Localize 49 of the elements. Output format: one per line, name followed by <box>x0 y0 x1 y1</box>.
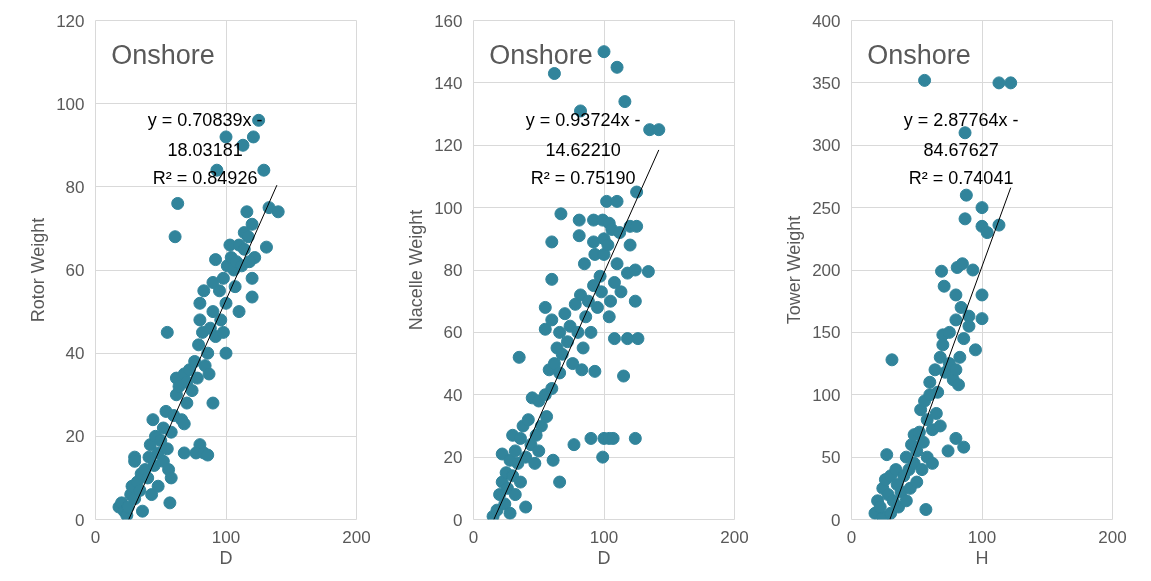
y-axis-title: Nacelle Weight <box>406 209 427 331</box>
annotation: y = 0.93724x - 14.62210 <box>525 110 641 160</box>
x-tick-label: 200 <box>342 527 371 547</box>
y-tick-label: 0 <box>453 510 463 530</box>
text: Onshore <box>111 40 215 71</box>
x-axis-title: D <box>219 547 233 568</box>
y-tick-label: 150 <box>812 323 841 343</box>
y-tick-label: 100 <box>812 385 841 405</box>
x-tick-label: 200 <box>720 527 749 547</box>
x-tick-label: 100 <box>589 527 619 547</box>
x-axis-title: H <box>975 547 989 568</box>
y-tick-label: 80 <box>65 177 85 197</box>
y-tick-label: 40 <box>443 385 463 405</box>
x-tick-label: 100 <box>211 527 241 547</box>
x-tick-label: 0 <box>468 527 479 547</box>
y-tick-label: 140 <box>434 73 463 93</box>
x-axis-title: D <box>597 547 611 568</box>
y-tick-label: 80 <box>443 261 463 280</box>
y-tick-label: 250 <box>812 198 841 218</box>
annotation: R² = 0.74041 <box>908 168 1014 189</box>
annotation: y = 2.87764x - 84.67627 <box>903 110 1019 160</box>
x-tick-label: 100 <box>967 527 997 547</box>
y-tick-label: 300 <box>812 136 841 156</box>
y-tick-label: 100 <box>434 198 463 218</box>
y-tick-label: 0 <box>75 510 85 530</box>
y-tick-label: 120 <box>56 11 85 31</box>
text: Onshore <box>489 40 593 71</box>
y-tick-label: 60 <box>443 323 463 343</box>
y-axis-title: Rotor Weight <box>28 217 49 323</box>
y-tick-label: 100 <box>56 94 85 114</box>
text: Onshore <box>867 40 971 71</box>
y-tick-label: 20 <box>443 448 463 468</box>
annotation: y = 0.70839x - 18.03181 <box>147 110 263 160</box>
y-tick-label: 40 <box>65 344 85 364</box>
y-tick-label: 350 <box>812 73 841 93</box>
x-tick-label: 0 <box>846 527 857 547</box>
annotation: R² = 0.75190 <box>530 168 636 189</box>
y-tick-label: 400 <box>812 11 841 31</box>
y-tick-label: 60 <box>65 261 85 280</box>
y-tick-label: 20 <box>65 427 85 447</box>
y-axis-title: Tower Weight <box>784 215 805 325</box>
y-tick-label: 50 <box>821 448 841 468</box>
y-tick-label: 160 <box>434 11 463 31</box>
y-tick-label: 0 <box>831 510 841 530</box>
annotation: R² = 0.84926 <box>152 168 258 189</box>
x-tick-label: 0 <box>90 527 101 547</box>
y-tick-label: 120 <box>434 136 463 156</box>
x-tick-label: 200 <box>1098 527 1127 547</box>
y-tick-label: 200 <box>812 261 841 280</box>
